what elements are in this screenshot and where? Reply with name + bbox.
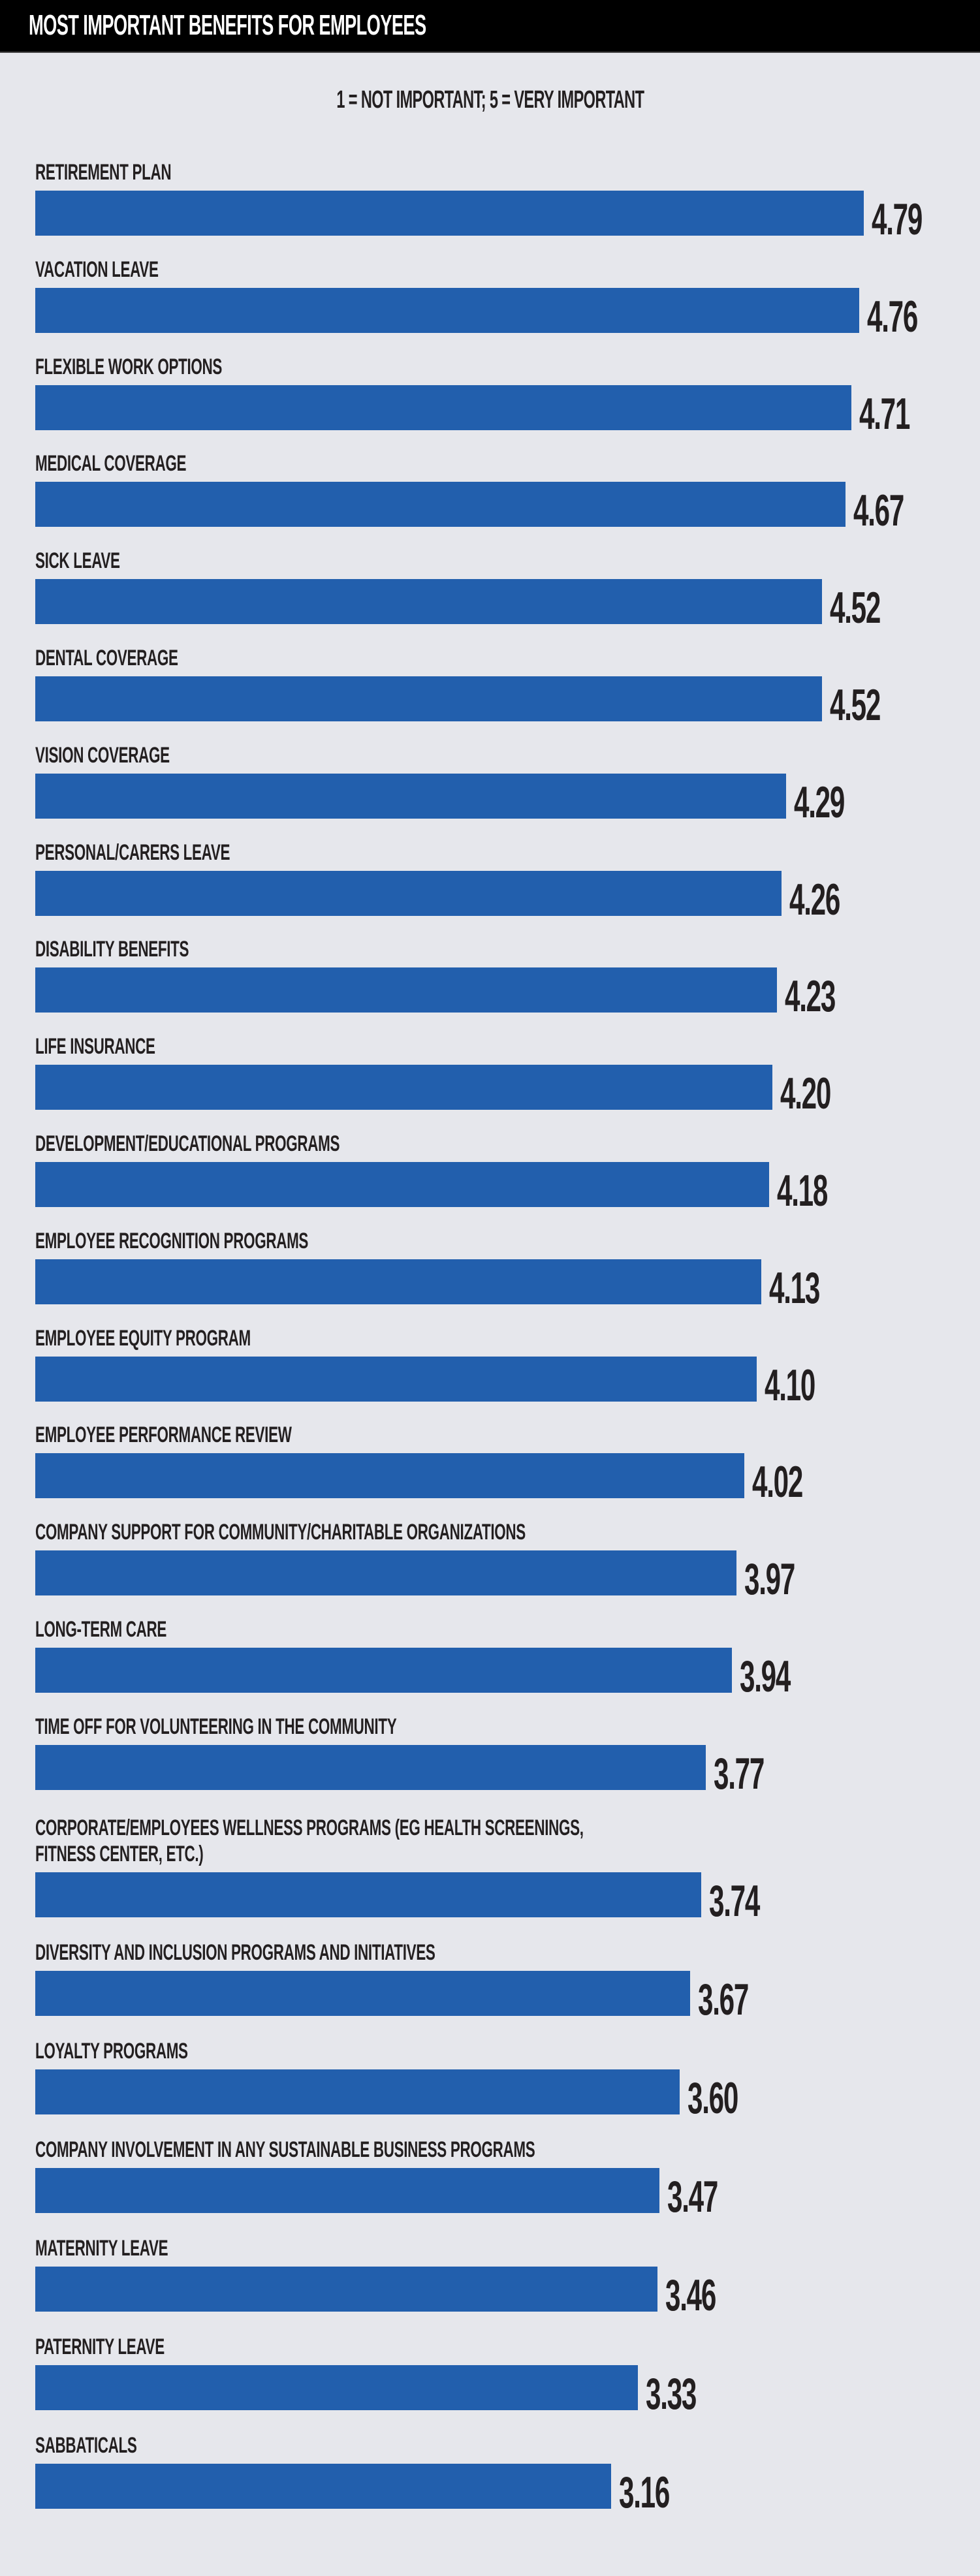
bar	[35, 287, 860, 333]
value-label: 3.47	[667, 2171, 718, 2222]
category-label: CORPORATE/EMPLOYEES WELLNESS PROGRAMS (E…	[35, 1815, 584, 1866]
category-label: EMPLOYEE EQUITY PROGRAM	[35, 1325, 251, 1351]
value-label: 4.10	[765, 1360, 815, 1410]
bar	[35, 773, 787, 819]
value-label: 3.16	[619, 2467, 670, 2517]
bar	[35, 967, 778, 1013]
title-bar: MOST IMPORTANT BENEFITS FOR EMPLOYEES	[0, 0, 980, 53]
category-label: EMPLOYEE PERFORMANCE REVIEW	[35, 1422, 292, 1448]
value-label: 4.20	[780, 1069, 831, 1119]
value-label: 4.18	[777, 1166, 828, 1216]
bar	[35, 1970, 691, 2016]
category-label: RETIREMENT PLAN	[35, 160, 172, 185]
bar	[35, 1259, 762, 1304]
bar	[35, 1872, 701, 1917]
value-label: 3.77	[713, 1748, 765, 1798]
category-label: FLEXIBLE WORK OPTIONS	[35, 354, 223, 379]
category-label: LIFE INSURANCE	[35, 1034, 155, 1060]
bar	[35, 482, 846, 527]
category-label: DIVERSITY AND INCLUSION PROGRAMS AND INI…	[35, 1940, 435, 1965]
category-label: PERSONAL/CARERS LEAVE	[35, 840, 230, 865]
category-label: DENTAL COVERAGE	[35, 646, 178, 670]
value-label: 4.71	[859, 388, 910, 439]
category-label: MATERNITY LEAVE	[35, 2235, 168, 2261]
value-label: 3.46	[665, 2270, 716, 2320]
bar	[35, 870, 782, 916]
scale-note-text: 1 = NOT IMPORTANT; 5 = VERY IMPORTANT	[336, 86, 644, 114]
value-label: 4.67	[853, 486, 904, 536]
value-label: 3.67	[698, 1974, 749, 2024]
value-label: 4.13	[769, 1263, 820, 1313]
bar	[35, 2364, 638, 2410]
bar	[35, 1550, 737, 1596]
scale-note: 1 = NOT IMPORTANT; 5 = VERY IMPORTANT	[0, 86, 980, 114]
value-label: 3.60	[687, 2073, 738, 2123]
category-label: COMPANY INVOLVEMENT IN ANY SUSTAINABLE B…	[35, 2137, 535, 2162]
bar	[35, 579, 823, 625]
bar	[35, 1744, 706, 1790]
value-label: 4.29	[794, 777, 845, 827]
category-label: DISABILITY BENEFITS	[35, 937, 189, 962]
value-label: 4.26	[789, 874, 840, 924]
bar	[35, 1065, 773, 1110]
category-label: LONG-TERM CARE	[35, 1617, 167, 1642]
category-label: MEDICAL COVERAGE	[35, 451, 187, 477]
value-label: 4.79	[872, 195, 923, 244]
value-label: 3.94	[740, 1652, 791, 1701]
category-label: SABBATICALS	[35, 2432, 137, 2458]
category-label: SICK LEAVE	[35, 548, 120, 574]
category-label: LOYALTY PROGRAMS	[35, 2038, 188, 2064]
bar	[35, 385, 852, 430]
bar	[35, 191, 864, 236]
category-label: DEVELOPMENT/EDUCATIONAL PROGRAMS	[35, 1131, 340, 1156]
value-label: 3.74	[708, 1876, 760, 1926]
category-label: PATERNITY LEAVE	[35, 2334, 165, 2359]
bar	[35, 2167, 659, 2213]
chart-title: MOST IMPORTANT BENEFITS FOR EMPLOYEES	[29, 9, 426, 41]
value-label: 4.52	[830, 680, 881, 730]
bar	[35, 1356, 757, 1402]
value-label: 3.33	[645, 2368, 697, 2419]
bar	[35, 2266, 658, 2312]
value-label: 3.97	[744, 1554, 795, 1605]
category-label: TIME OFF FOR VOLUNTEERING IN THE COMMUNI…	[35, 1714, 397, 1739]
bar	[35, 2463, 612, 2509]
category-label: EMPLOYEE RECOGNITION PROGRAMS	[35, 1228, 309, 1253]
value-label: 4.76	[867, 291, 918, 341]
value-label: 4.02	[752, 1457, 803, 1507]
category-label: COMPANY SUPPORT FOR COMMUNITY/CHARITABLE…	[35, 1520, 526, 1545]
bar	[35, 1453, 745, 1499]
category-label: VISION COVERAGE	[35, 742, 170, 768]
value-label: 4.23	[785, 971, 836, 1022]
bar	[35, 2069, 680, 2114]
value-label: 4.52	[830, 583, 881, 633]
bar	[35, 1162, 770, 1207]
bar	[35, 1648, 733, 1693]
bar	[35, 676, 823, 721]
category-label: VACATION LEAVE	[35, 257, 159, 282]
